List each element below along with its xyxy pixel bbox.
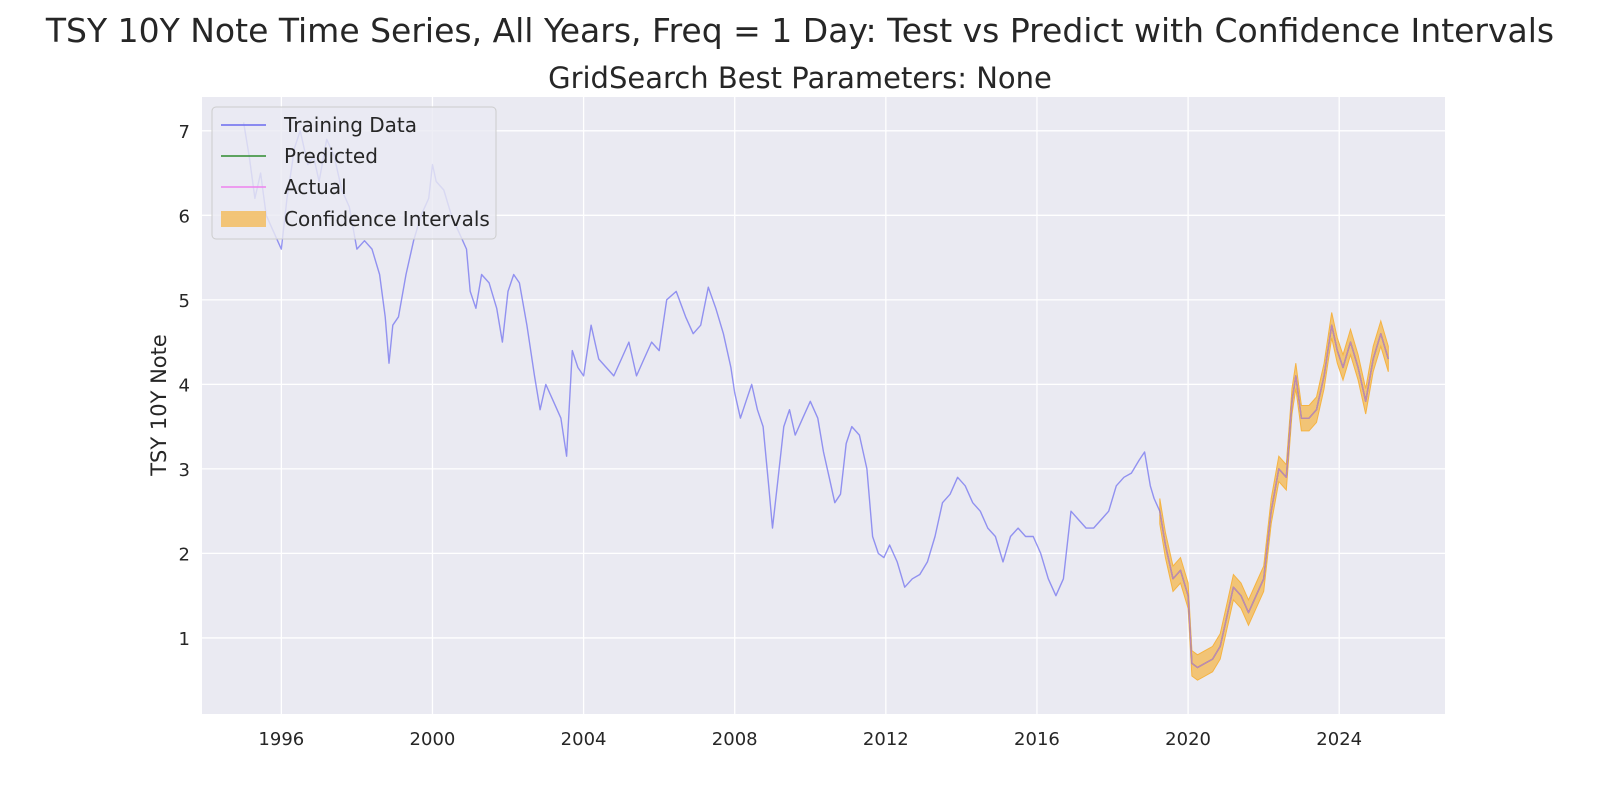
y-axis-ticks: 1 2 3 4 5 6 7 — [179, 122, 190, 650]
y-tick-label: 1 — [179, 629, 190, 650]
chart-subtitle: GridSearch Best Parameters: None — [548, 61, 1052, 95]
x-tick-label: 1996 — [258, 729, 304, 750]
y-tick-label: 3 — [179, 460, 190, 481]
y-tick-label: 5 — [179, 291, 190, 312]
y-tick-label: 6 — [179, 206, 190, 227]
y-tick-label: 4 — [179, 375, 190, 396]
legend-label-training: Training Data — [283, 113, 417, 137]
series-lines-layer — [242, 122, 1389, 669]
x-tick-label: 2012 — [863, 729, 909, 750]
x-tick-label: 2020 — [1165, 729, 1211, 750]
y-axis-label: TSY 10Y Note — [147, 334, 171, 477]
x-tick-label: 2000 — [410, 729, 456, 750]
x-tick-label: 2008 — [712, 729, 758, 750]
legend-label-actual: Actual — [284, 175, 347, 199]
x-tick-label: 2016 — [1014, 729, 1060, 750]
x-tick-label: 2004 — [561, 729, 607, 750]
chart-title: TSY 10Y Note Time Series, All Years, Fre… — [45, 11, 1554, 50]
legend-box — [211, 106, 497, 240]
grid-lines — [202, 97, 1445, 714]
x-tick-label: 2024 — [1316, 729, 1362, 750]
y-tick-label: 7 — [179, 122, 190, 143]
y-tick-label: 2 — [179, 544, 190, 565]
training-data-line — [242, 122, 1161, 597]
x-axis-ticks: 1996 2000 2004 2008 2012 2016 2020 2024 — [258, 729, 1362, 750]
actual-line — [1159, 324, 1389, 669]
legend-label-confidence: Confidence Intervals — [284, 207, 490, 231]
legend-label-predicted: Predicted — [284, 144, 378, 168]
legend-swatch-confidence — [221, 211, 266, 227]
legend[interactable]: Training Data Predicted Actual Confidenc… — [211, 106, 497, 240]
